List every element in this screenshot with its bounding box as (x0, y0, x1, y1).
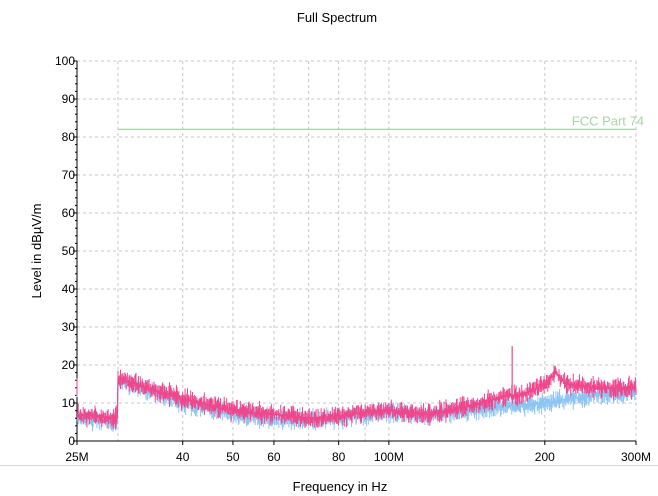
y-tick-label: 0 (68, 434, 75, 448)
series-2 (76, 346, 637, 429)
x-tick-label: 60 (267, 450, 281, 464)
x-tick-label: 40 (176, 450, 190, 464)
y-tick-label: 90 (62, 92, 76, 106)
x-tick-label: 80 (332, 450, 346, 464)
footer-divider (0, 465, 658, 466)
x-tick-label: 100M (374, 450, 404, 464)
series-mean-line (76, 379, 637, 423)
x-tick-labels: 25M 40 50 60 80 100M 200 300M (65, 450, 651, 464)
series-trace (76, 373, 637, 433)
y-tick-label: 70 (62, 168, 76, 182)
y-tick-labels: 0 10 20 30 40 50 60 70 80 90 100 (55, 54, 75, 448)
y-tick-label: 60 (62, 206, 76, 220)
chart-title: Full Spectrum (297, 10, 377, 25)
series-mean-line (76, 371, 636, 419)
x-tick-label: 25M (65, 450, 88, 464)
series-1 (76, 373, 637, 433)
y-tick-label: 80 (62, 130, 76, 144)
y-tick-label: 20 (62, 358, 76, 372)
limit-label: FCC Part 74 (572, 113, 644, 128)
limit-layer: FCC Part 74 (118, 113, 644, 130)
y-tick-label: 100 (55, 54, 75, 68)
axes (73, 60, 637, 445)
y-tick-label: 30 (62, 320, 76, 334)
y-tick-label: 40 (62, 282, 76, 296)
y-axis-title: Level in dBµV/m (29, 204, 44, 299)
x-tick-label: 300M (621, 450, 651, 464)
x-axis-title: Frequency in Hz (293, 479, 388, 494)
x-tick-label: 200 (535, 450, 555, 464)
x-tick-label: 50 (226, 450, 240, 464)
grid (77, 60, 637, 441)
series-layer (76, 346, 637, 433)
y-tick-label: 10 (62, 396, 76, 410)
y-tick-label: 50 (62, 244, 76, 258)
